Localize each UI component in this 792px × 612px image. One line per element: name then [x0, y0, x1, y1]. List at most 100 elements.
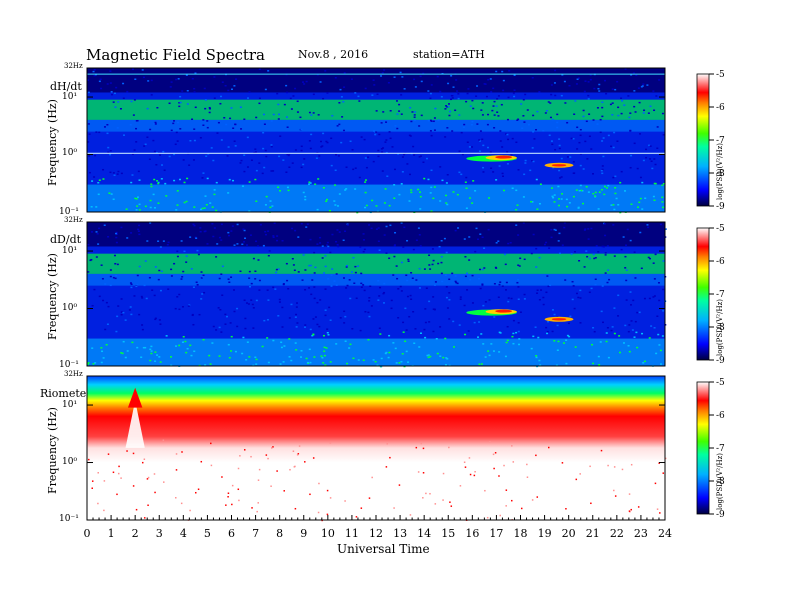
noise-pixel — [575, 189, 578, 191]
noise-pixel — [627, 95, 630, 97]
noise-pixel — [535, 128, 538, 131]
noise-pixel — [122, 134, 125, 136]
noise-pixel — [533, 138, 536, 140]
noise-pixel — [324, 364, 327, 366]
noise-pixel — [213, 227, 216, 229]
noise-pixel — [400, 222, 403, 224]
noise-pixel — [109, 284, 112, 287]
noise-pixel — [466, 92, 469, 95]
noise-pixel — [100, 347, 103, 349]
noise-pixel — [473, 321, 476, 324]
noise-pixel — [437, 262, 440, 265]
noise-pixel — [345, 166, 348, 168]
noise-pixel — [410, 120, 413, 123]
noise-pixel — [550, 228, 553, 231]
noise-pixel — [241, 352, 244, 355]
noise-pixel — [505, 341, 508, 344]
noise-pixel — [505, 133, 508, 135]
noise-pixel — [213, 76, 216, 78]
noise-pixel — [115, 231, 118, 234]
ytick-rio-01: 10⁻¹ — [59, 514, 79, 524]
noise-pixel — [224, 313, 227, 316]
noise-pixel — [399, 285, 402, 288]
noise-pixel — [281, 239, 284, 242]
noise-pixel — [465, 207, 468, 209]
noise-pixel — [487, 228, 490, 231]
noise-pixel — [579, 153, 582, 155]
noise-pixel — [602, 155, 605, 158]
colorbar-strip — [696, 381, 710, 515]
noise-pixel — [258, 97, 261, 100]
noise-pixel — [662, 310, 665, 312]
xtick-label: 10 — [321, 527, 335, 540]
noise-pixel — [197, 253, 200, 256]
noise-pixel — [90, 206, 93, 208]
noise-pixel — [506, 163, 509, 165]
noise-pixel — [464, 333, 467, 336]
noise-pixel — [497, 115, 500, 117]
noise-pixel — [618, 335, 621, 337]
noise-pixel — [380, 365, 383, 368]
noise-pixel — [360, 286, 363, 288]
riometer-spike-core — [127, 387, 143, 408]
xtick-label: 3 — [156, 527, 163, 540]
noise-pixel — [208, 106, 211, 109]
noise-pixel — [433, 186, 436, 188]
noise-pixel — [419, 155, 422, 157]
noise-pixel — [117, 101, 120, 103]
noise-pixel — [137, 170, 140, 173]
noise-pixel — [181, 90, 184, 92]
noise-pixel — [156, 354, 159, 356]
noise-pixel — [412, 145, 415, 148]
noise-pixel — [319, 81, 322, 83]
noise-pixel — [97, 502, 99, 505]
noise-pixel — [625, 299, 628, 301]
noise-pixel — [294, 465, 296, 468]
noise-pixel — [419, 195, 422, 198]
noise-pixel — [507, 300, 510, 303]
noise-pixel — [183, 250, 186, 253]
noise-pixel — [452, 86, 455, 88]
noise-pixel — [454, 280, 457, 283]
noise-pixel — [250, 299, 253, 301]
noise-pixel — [233, 289, 236, 291]
noise-pixel — [165, 195, 168, 197]
noise-pixel — [277, 268, 280, 270]
noise-pixel — [522, 99, 525, 101]
noise-pixel — [550, 236, 553, 239]
noise-pixel — [304, 461, 306, 463]
noise-pixel — [303, 326, 306, 328]
noise-pixel — [493, 114, 496, 116]
noise-pixel — [218, 326, 221, 329]
noise-pixel — [486, 146, 489, 149]
noise-pixel — [469, 473, 472, 476]
noise-pixel — [305, 226, 308, 228]
noise-pixel — [653, 158, 656, 160]
noise-pixel — [117, 305, 120, 307]
noise-pixel — [551, 309, 554, 311]
noise-pixel — [532, 131, 535, 133]
noise-pixel — [555, 364, 558, 367]
noise-pixel — [215, 256, 218, 258]
noise-pixel — [131, 174, 134, 176]
noise-pixel — [633, 336, 636, 338]
noise-pixel — [488, 197, 491, 199]
noise-pixel — [306, 361, 309, 364]
noise-pixel — [311, 279, 314, 281]
noise-pixel — [606, 245, 609, 247]
noise-pixel — [411, 277, 414, 280]
noise-pixel — [611, 88, 614, 90]
noise-pixel — [423, 177, 426, 180]
noise-pixel — [227, 231, 230, 234]
noise-pixel — [441, 280, 444, 283]
noise-pixel — [221, 81, 224, 83]
noise-pixel — [273, 222, 276, 224]
noise-pixel — [598, 364, 601, 366]
noise-pixel — [552, 196, 555, 199]
noise-pixel — [209, 363, 212, 365]
noise-pixel — [547, 285, 550, 288]
noise-pixel — [653, 295, 656, 297]
noise-pixel — [193, 206, 196, 208]
noise-pixel — [501, 146, 504, 148]
noise-pixel — [360, 136, 363, 138]
